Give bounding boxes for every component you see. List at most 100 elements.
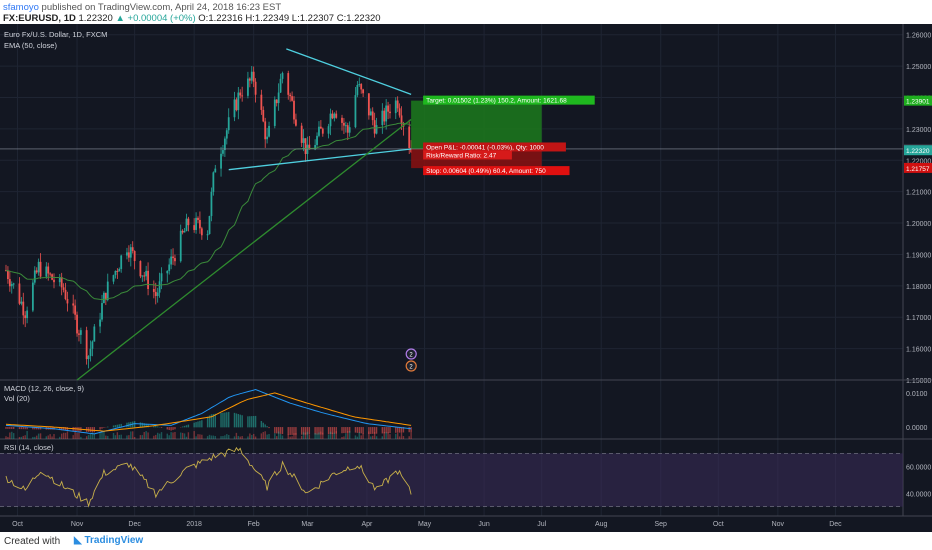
- volume-bar: [239, 436, 241, 439]
- volume-bar: [195, 436, 197, 439]
- macd-histogram-bar: [168, 427, 170, 431]
- volume-bar: [51, 436, 53, 439]
- candle-body: [33, 270, 36, 283]
- macd-histogram-bar: [295, 427, 297, 435]
- candle-body: [373, 120, 376, 134]
- stop-label: Stop: 0.00604 (0.49%) 60.4, Amount: 750: [426, 168, 546, 175]
- price-axis-badge: [904, 145, 932, 156]
- macd-histogram-bar: [368, 427, 370, 435]
- volume-bar: [9, 432, 11, 439]
- candle-body: [7, 270, 9, 280]
- time-tick-label: Apr: [362, 521, 374, 528]
- macd-histogram-bar: [187, 424, 190, 428]
- macd-histogram-bar: [210, 414, 213, 428]
- candle-body: [60, 277, 63, 288]
- candle-body: [93, 326, 96, 342]
- time-tick-label: Feb: [248, 521, 260, 528]
- macd-histogram-bar: [59, 427, 61, 431]
- candle-body: [279, 78, 282, 93]
- candle-body: [87, 355, 90, 360]
- target-label-box: [423, 95, 595, 105]
- candle-body: [262, 109, 265, 122]
- stop-label-group: Stop: 0.00604 (0.49%) 60.4, Amount: 750: [423, 166, 570, 176]
- candle-body: [247, 78, 249, 96]
- tradingview-logo[interactable]: ◣ TradingView: [74, 535, 143, 546]
- macd-histogram-bar: [93, 427, 96, 433]
- price-change: +0.00004 (+0%): [127, 13, 196, 24]
- chart-area[interactable]: 1.260001.250001.240001.230001.220001.210…: [0, 24, 932, 532]
- macd-histogram-bar: [360, 427, 362, 434]
- candle-body: [268, 125, 270, 137]
- volume-bar: [247, 436, 249, 439]
- volume-bar: [130, 431, 132, 439]
- price-tick-label: 1.19000: [906, 252, 931, 259]
- candle-body: [206, 234, 209, 236]
- stop-label-box: [423, 166, 570, 176]
- macd-histogram-bar: [395, 427, 397, 433]
- volume-bar: [156, 432, 159, 439]
- macd-histogram-bar: [107, 426, 109, 428]
- volume-bar: [126, 435, 128, 439]
- macd-histogram-bar: [389, 427, 391, 434]
- macd-histogram-bar: [322, 427, 324, 435]
- ohlc-line: FX:EURUSD, 1D 1.22320 ▲ +0.00004 (+0%) O…: [3, 13, 381, 24]
- macd-histogram-bar: [60, 427, 63, 431]
- volume-bar: [101, 431, 103, 439]
- volume-bar: [300, 435, 303, 439]
- macd-histogram-bar: [214, 413, 216, 428]
- candle-body: [58, 277, 61, 283]
- volume-bar: [7, 436, 9, 439]
- time-tick-label: 2018: [186, 521, 202, 528]
- candle-body: [304, 138, 307, 154]
- author-link[interactable]: sfamoyo: [3, 2, 39, 13]
- volume-bar: [80, 436, 82, 439]
- macd-histogram-bar: [370, 427, 372, 434]
- main-pane-title: Euro Fx/U.S. Dollar, 1D, FXCM: [4, 30, 107, 39]
- macd-histogram-bar: [228, 411, 230, 428]
- macd-histogram-bar: [251, 416, 253, 428]
- open-label: O:: [198, 13, 209, 24]
- candle-body: [85, 330, 88, 360]
- macd-histogram-bar: [316, 427, 318, 435]
- volume-bar: [11, 431, 13, 439]
- candle-body: [235, 99, 238, 111]
- macd-histogram-bar: [277, 427, 280, 434]
- ema-legend: EMA (50, close): [4, 41, 57, 50]
- volume-bar: [314, 433, 316, 439]
- volume-bar: [293, 433, 295, 439]
- candle-body: [308, 144, 311, 150]
- volume-bar: [93, 433, 96, 439]
- volume-bar: [308, 434, 311, 439]
- macd-histogram-bar: [220, 412, 222, 428]
- candle-body: [154, 291, 157, 297]
- macd-histogram-bar: [193, 422, 195, 428]
- macd-histogram-bar: [199, 420, 201, 428]
- volume-bar: [60, 433, 63, 439]
- target-label-group: Target: 0.01502 (1.23%) 150.2, Amount: 1…: [423, 95, 595, 105]
- macd-histogram-bar: [99, 427, 101, 430]
- macd-histogram-bar: [7, 427, 9, 429]
- macd-histogram-bar: [156, 426, 159, 428]
- candle-body: [139, 261, 142, 277]
- target-zone: [411, 100, 542, 149]
- macd-histogram-bar: [314, 427, 316, 435]
- price-axis-badge-text: 1.23901: [906, 99, 930, 106]
- volume-bar: [279, 433, 282, 439]
- candle-body: [329, 113, 332, 127]
- volume-bar: [53, 434, 55, 439]
- candle-body: [220, 153, 222, 169]
- macd-histogram-bar: [400, 427, 403, 433]
- symbol-label[interactable]: FX:EURUSD, 1D: [3, 13, 76, 24]
- candle-body: [385, 105, 388, 122]
- candle-body: [104, 292, 107, 300]
- macd-histogram-bar: [274, 427, 276, 434]
- price-axis-badge: [904, 95, 932, 106]
- candle-body: [266, 136, 269, 140]
- volume-bar: [20, 436, 23, 439]
- volume-bar: [241, 436, 243, 439]
- volume-bar: [12, 433, 15, 439]
- candle-body: [79, 330, 82, 335]
- price-tick-label: 1.17000: [906, 315, 931, 322]
- candle-body: [295, 119, 297, 126]
- macd-histogram-bar: [183, 425, 186, 428]
